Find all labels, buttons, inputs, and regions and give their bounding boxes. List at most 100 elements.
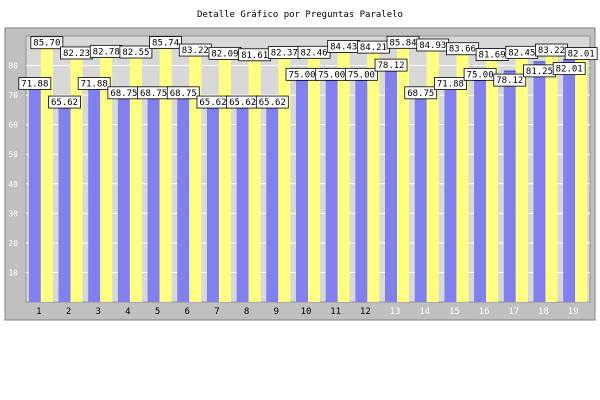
bar-series-1: [206, 108, 219, 302]
svg-text:71.88: 71.88: [81, 80, 108, 90]
bars: [28, 47, 588, 303]
bar-series-1: [28, 89, 41, 303]
bar-series-2: [100, 57, 113, 302]
bar-series-2: [337, 52, 350, 302]
data-label: 84.43: [327, 40, 361, 53]
svg-text:65.62: 65.62: [51, 98, 78, 108]
svg-text:82.78: 82.78: [93, 47, 120, 57]
data-labels: 71.88 85.70 65.62 82.23 71.88 82.78 68.75 82.55…: [18, 35, 598, 109]
data-label: 71.88: [18, 77, 52, 90]
bar-series-2: [40, 48, 53, 302]
svg-text:75.00: 75.00: [348, 70, 375, 80]
data-label: 78.12: [374, 58, 408, 72]
svg-text:82.37: 82.37: [271, 49, 298, 59]
x-tick-label: 10: [301, 307, 312, 317]
data-label: 84.21: [356, 40, 390, 54]
bar-series-2: [486, 60, 499, 302]
svg-text:65.62: 65.62: [199, 98, 226, 108]
data-label: 82.01: [552, 62, 586, 76]
bar-series-1: [266, 108, 279, 302]
data-label: 68.75: [107, 86, 141, 100]
bar-series-2: [218, 59, 231, 302]
svg-text:84.21: 84.21: [360, 43, 387, 53]
bar-series-2: [575, 59, 588, 303]
data-label: 68.75: [166, 86, 200, 100]
bar-series-2: [545, 56, 558, 302]
svg-text:83.22: 83.22: [538, 46, 565, 56]
y-tick-label: 10: [8, 268, 18, 277]
bar-series-1: [177, 98, 190, 302]
x-tick-label: 17: [508, 307, 519, 317]
bar-series-2: [159, 48, 172, 302]
data-label: 68.75: [137, 86, 170, 100]
x-tick-label: 19: [568, 307, 579, 317]
data-label: 75.00: [344, 67, 378, 81]
data-label: 82.09: [208, 46, 242, 60]
bar-series-2: [456, 54, 469, 303]
y-tick-label: 70: [8, 91, 18, 100]
data-label: 75.00: [285, 67, 319, 81]
bar-series-2: [367, 53, 380, 302]
x-tick-label: 14: [419, 307, 430, 317]
y-tick-label: 60: [8, 121, 18, 130]
bar-series-1: [147, 98, 160, 302]
x-tick-label: 16: [479, 307, 490, 317]
bar-series-2: [426, 50, 439, 302]
bar-series-1: [474, 80, 487, 302]
data-label: 82.01: [564, 47, 598, 61]
data-label: 75.00: [315, 67, 349, 81]
data-label: 82.45: [505, 45, 539, 59]
svg-text:78.12: 78.12: [378, 61, 405, 71]
data-label: 65.62: [255, 95, 289, 109]
bar-series-1: [88, 89, 101, 303]
data-label: 78.12: [493, 73, 527, 87]
data-label: 85.70: [30, 36, 64, 50]
y-tick-label: 40: [8, 180, 18, 189]
data-label: 65.62: [48, 95, 81, 109]
svg-text:68.75: 68.75: [407, 89, 434, 99]
data-label: 83.22: [535, 43, 568, 57]
svg-text:82.46: 82.46: [300, 48, 327, 58]
x-tick-label: 9: [274, 307, 279, 317]
svg-text:85.84: 85.84: [390, 38, 417, 48]
data-label: 75.00: [463, 67, 497, 81]
svg-text:82.09: 82.09: [211, 49, 238, 59]
bar-series-1: [503, 71, 516, 302]
x-tick-label: 2: [66, 307, 71, 317]
svg-text:71.88: 71.88: [21, 80, 48, 90]
bar-series-2: [278, 58, 291, 302]
svg-text:81.61: 81.61: [241, 51, 268, 61]
data-label: 82.37: [267, 46, 301, 59]
data-label: 65.62: [196, 95, 230, 109]
data-label: 83.66: [446, 42, 479, 56]
x-tick-label: 8: [244, 307, 249, 317]
bar-series-1: [385, 71, 398, 302]
svg-text:82.01: 82.01: [568, 50, 595, 60]
svg-text:83.66: 83.66: [449, 45, 476, 55]
x-tick-label: 1: [36, 307, 41, 317]
x-axis-ticks: 1 2 3 4 5 6 7 8 9 10 11 12 13 14 15 16 17 18 19: [36, 307, 578, 317]
x-tick-label: 11: [330, 307, 341, 317]
svg-text:83.22: 83.22: [182, 46, 209, 56]
bar-series-1: [414, 98, 427, 302]
data-label: 82.78: [89, 44, 123, 58]
bar-series-1: [444, 89, 457, 303]
data-label: 82.55: [119, 45, 153, 59]
data-label: 83.22: [178, 43, 212, 57]
bar-series-1: [563, 59, 576, 303]
bar-series-1: [236, 108, 249, 302]
data-label: 71.88: [77, 77, 111, 90]
bar-series-2: [308, 58, 320, 303]
svg-text:75.00: 75.00: [288, 70, 315, 80]
bar-series-2: [248, 60, 261, 302]
svg-text:85.74: 85.74: [152, 39, 179, 49]
bar-series-1: [296, 80, 308, 302]
bar-series-2: [189, 56, 202, 302]
x-tick-label: 13: [390, 307, 401, 317]
svg-text:85.70: 85.70: [33, 39, 60, 49]
data-label: 65.62: [226, 95, 260, 109]
svg-text:68.75: 68.75: [140, 89, 167, 99]
svg-text:84.93: 84.93: [419, 41, 446, 51]
svg-text:68.75: 68.75: [110, 89, 137, 99]
